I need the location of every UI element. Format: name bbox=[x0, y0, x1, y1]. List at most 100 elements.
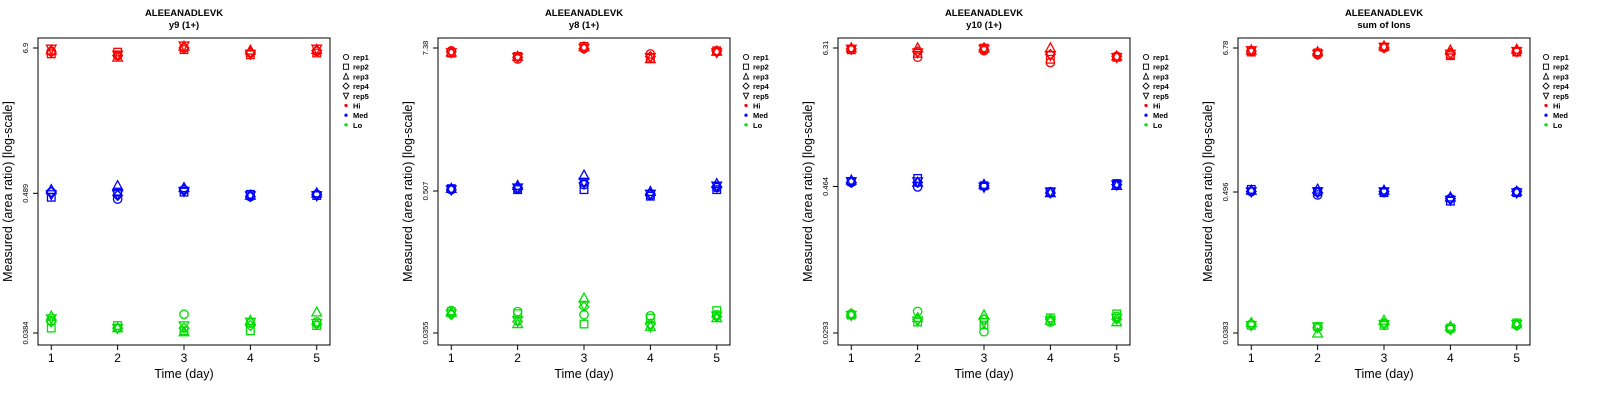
chart-title: ALEEANADLEVK bbox=[1345, 8, 1423, 19]
point-lo-rep4-day3 bbox=[978, 313, 990, 325]
x-tick-label: 5 bbox=[713, 351, 720, 365]
point-med-rep3-day5 bbox=[1510, 184, 1523, 196]
point-lo-rep5-day5 bbox=[1110, 313, 1123, 325]
data-points bbox=[45, 39, 323, 337]
chart-panel-2: ALEEANADLEVK y8 (1+) 1 2 3 4 5 Time (day) 0.0355… bbox=[400, 0, 800, 400]
plot-frame bbox=[1237, 37, 1531, 346]
legend-dot-hi bbox=[744, 103, 748, 108]
x-tick-label: 3 bbox=[1381, 351, 1388, 365]
legend-marker-triangle-down bbox=[1142, 92, 1150, 100]
legend-label: Med bbox=[1153, 111, 1168, 120]
legend-marker-triangle-down bbox=[1542, 92, 1550, 100]
chart-subtitle: y9 (1+) bbox=[169, 20, 199, 31]
legend-label: Med bbox=[1553, 111, 1568, 120]
point-hi-rep5-day2 bbox=[111, 50, 124, 62]
legend-dot-hi bbox=[1144, 103, 1148, 108]
point-lo-rep5-day4 bbox=[244, 317, 257, 329]
x-axis-label: Time (day) bbox=[954, 367, 1013, 381]
point-med-rep1-day2 bbox=[112, 194, 123, 204]
y-tick-label: 0.0383 bbox=[1221, 322, 1230, 345]
point-med-rep4-day3 bbox=[978, 180, 990, 192]
x-tick-label: 1 bbox=[848, 351, 855, 365]
y-tick-label: 0.0355 bbox=[421, 322, 430, 345]
x-tick-label: 5 bbox=[313, 351, 320, 365]
legend-marker-diamond bbox=[742, 82, 750, 90]
point-lo-rep4-day4 bbox=[1444, 322, 1457, 334]
legend-dot-med bbox=[1544, 113, 1548, 117]
point-hi-rep5-day5 bbox=[310, 44, 323, 56]
point-med-rep5-day3 bbox=[1378, 187, 1390, 199]
point-lo-rep5-day1 bbox=[445, 309, 458, 321]
legend-marker-square bbox=[342, 63, 350, 70]
point-med-rep2-day3 bbox=[579, 185, 589, 195]
point-lo-rep4-day1 bbox=[45, 316, 57, 328]
point-lo-rep3-day2 bbox=[111, 321, 124, 333]
legend-label: rep4 bbox=[753, 82, 770, 91]
y-tick-label: 0.496 bbox=[1221, 183, 1230, 202]
point-med-rep5-day3 bbox=[178, 186, 190, 198]
legend-marker-circle bbox=[342, 53, 350, 61]
point-hi-rep5-day5 bbox=[1510, 46, 1523, 58]
y-tick-label: 0.464 bbox=[821, 177, 830, 196]
legend-label: Lo bbox=[353, 121, 363, 130]
point-lo-rep5-day2 bbox=[911, 316, 924, 328]
point-lo-rep2-day3 bbox=[979, 320, 989, 330]
legend-label: rep2 bbox=[753, 63, 769, 72]
data-points bbox=[1245, 39, 1523, 338]
legend-label: Hi bbox=[753, 102, 761, 111]
chart-panel-3: ALEEANADLEVK y10 (1+) 1 2 3 4 5 Time (day) 0.029… bbox=[800, 0, 1200, 400]
point-hi-rep4-day1 bbox=[45, 46, 57, 58]
point-lo-rep1-day2 bbox=[512, 306, 523, 317]
legend-label: Med bbox=[353, 111, 368, 120]
y-tick-label: 0.0293 bbox=[821, 322, 830, 345]
point-hi-rep5-day3 bbox=[178, 41, 190, 53]
legend-label: Lo bbox=[1553, 121, 1563, 130]
chart-subtitle: y8 (1+) bbox=[569, 20, 599, 31]
point-lo-rep5-day2 bbox=[111, 323, 124, 335]
legend-label: rep1 bbox=[353, 53, 369, 62]
point-lo-rep3-day2 bbox=[1311, 326, 1324, 338]
point-med-rep5-day5 bbox=[710, 181, 723, 193]
point-med-rep5-day1 bbox=[45, 190, 58, 201]
point-lo-rep2-day5 bbox=[712, 306, 722, 316]
point-lo-rep5-day4 bbox=[1444, 324, 1457, 336]
legend-dot-med bbox=[344, 113, 348, 117]
legend-label: rep4 bbox=[1553, 82, 1570, 91]
legend-label: rep3 bbox=[753, 72, 769, 81]
x-tick-label: 3 bbox=[181, 351, 188, 365]
point-hi-rep5-day4 bbox=[1044, 51, 1057, 62]
point-hi-rep5-day5 bbox=[710, 48, 723, 59]
point-med-rep5-day5 bbox=[1510, 188, 1523, 200]
legend-label: rep3 bbox=[1153, 72, 1169, 81]
legend-marker-circle bbox=[742, 53, 750, 61]
x-tick-label: 1 bbox=[48, 351, 55, 365]
legend-marker-diamond bbox=[1542, 82, 1550, 90]
y-tick-label: 6.78 bbox=[1221, 41, 1230, 56]
legend-dot-lo bbox=[1144, 123, 1148, 127]
point-lo-rep5-day4 bbox=[644, 322, 657, 334]
point-lo-rep4-day3 bbox=[178, 322, 190, 334]
chart-subtitle: y10 (1+) bbox=[966, 20, 1002, 31]
point-lo-rep5-day1 bbox=[45, 314, 58, 326]
point-med-rep5-day2 bbox=[1311, 187, 1324, 199]
point-hi-rep5-day1 bbox=[45, 44, 58, 56]
point-med-rep3-day2 bbox=[111, 179, 124, 191]
point-med-rep4-day4 bbox=[1444, 192, 1457, 205]
point-med-rep5-day1 bbox=[445, 185, 458, 197]
chart-title: ALEEANADLEVK bbox=[945, 8, 1023, 19]
legend-marker-triangle bbox=[1542, 72, 1550, 80]
legend-marker-circle bbox=[1542, 53, 1550, 61]
legend-label: rep1 bbox=[1553, 53, 1569, 62]
legend-marker-circle bbox=[1142, 53, 1150, 61]
y-tick-label: 0.507 bbox=[421, 182, 430, 201]
y-axis-label: Measured (area ratio) [log-scale] bbox=[401, 101, 415, 282]
x-tick-label: 2 bbox=[1314, 351, 1321, 365]
point-med-rep5-day4 bbox=[644, 189, 657, 201]
legend-marker-square bbox=[1542, 63, 1550, 70]
data-points bbox=[845, 41, 1123, 337]
point-hi-rep5-day3 bbox=[978, 44, 990, 56]
point-lo-rep5-day1 bbox=[1245, 321, 1258, 332]
